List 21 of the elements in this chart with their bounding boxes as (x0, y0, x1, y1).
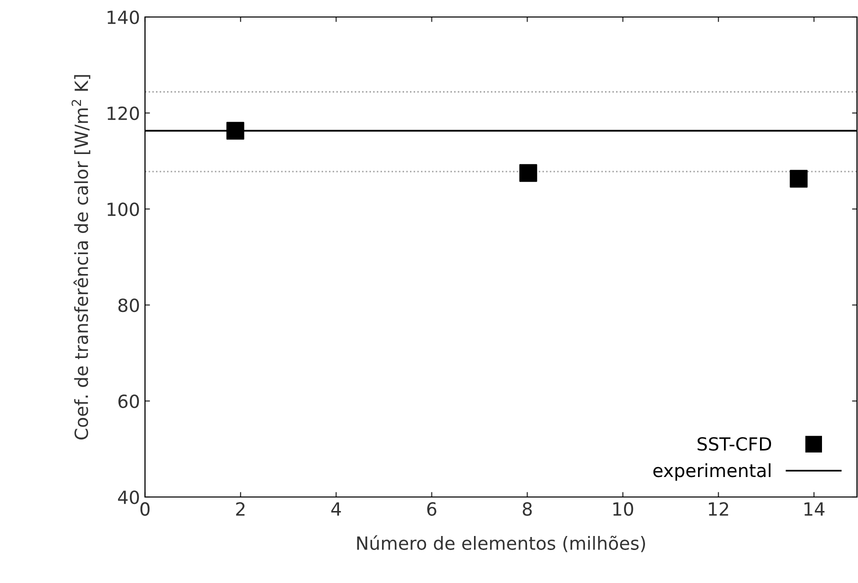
x-tick-label: 6 (427, 502, 436, 516)
x-tick-label: 12 (708, 502, 728, 516)
y-tick-label: 40 (118, 490, 139, 504)
x-axis-title: Número de elementos (milhões) (357, 535, 646, 552)
x-tick-label: 14 (804, 502, 824, 516)
x-tick-label: 0 (140, 502, 150, 516)
x-tick-label: 2 (236, 502, 245, 516)
y-tick-label: 80 (118, 298, 139, 312)
point (226, 122, 244, 140)
y-tick-label: 60 (118, 394, 139, 408)
point (519, 164, 538, 182)
x-tick-label: 4 (331, 502, 341, 516)
y-tick-label: 100 (108, 202, 139, 216)
y-tick-label: 140 (108, 10, 139, 24)
legend-label: experimental (653, 463, 770, 481)
legend-label: SST-CFD (698, 437, 772, 451)
point (790, 170, 808, 188)
y-axis-title: Coef. de transferência de calor [W/m$^{2}$ K] (72, 75, 90, 440)
x-tick-label: 10 (613, 502, 634, 516)
x-tick-label: 8 (522, 502, 532, 516)
y-tick-label: 120 (108, 106, 139, 120)
